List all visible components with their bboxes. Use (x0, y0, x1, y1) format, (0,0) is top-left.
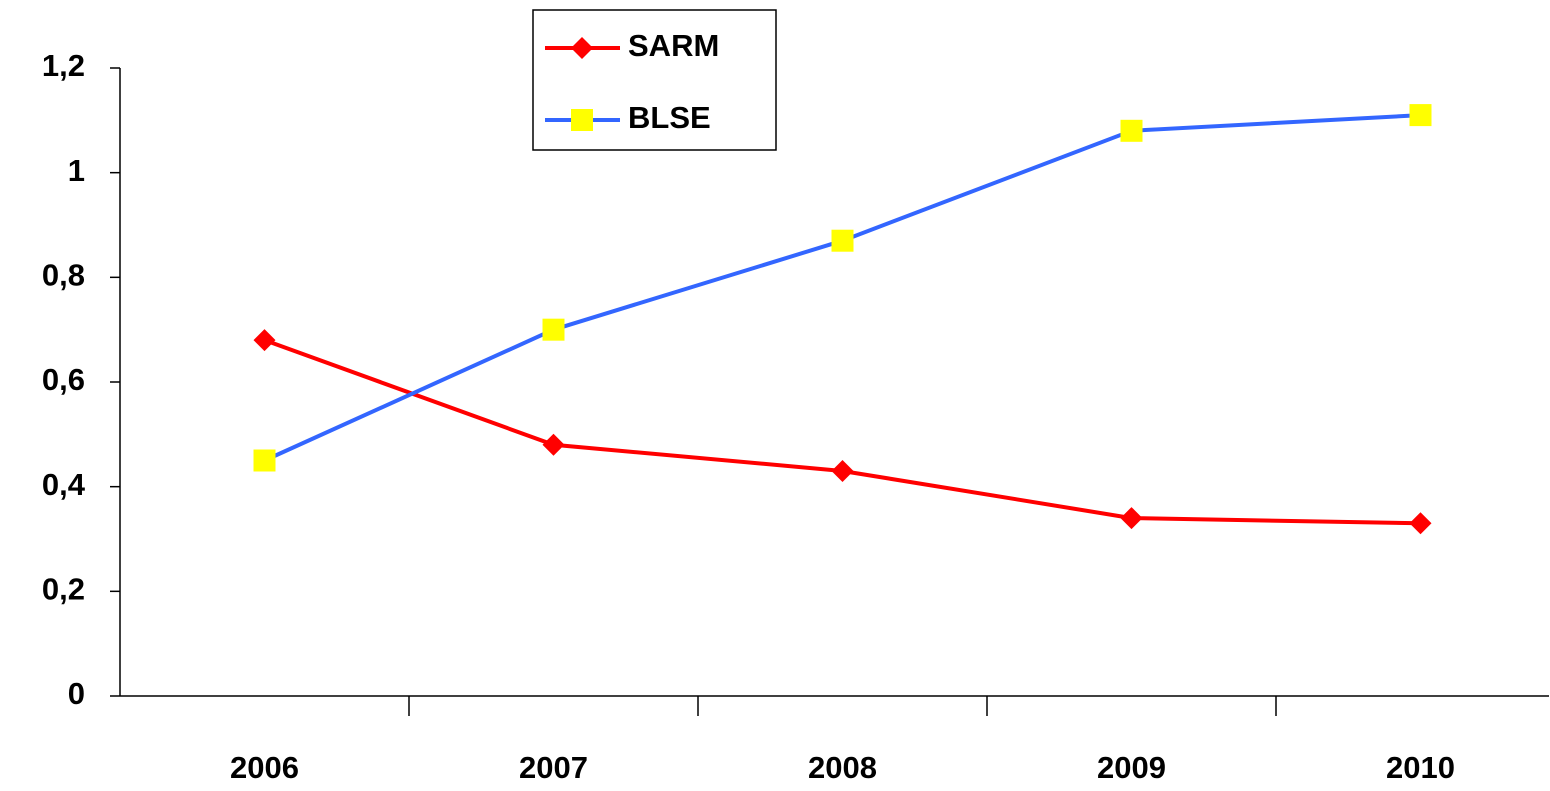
x-tick-label: 2008 (808, 750, 877, 785)
data-point (542, 318, 565, 341)
legend-marker (571, 109, 593, 131)
x-tick-label: 2009 (1097, 750, 1166, 785)
x-tick-label: 2006 (230, 750, 299, 785)
data-point (253, 329, 276, 352)
series-line (263, 338, 1421, 526)
y-tick-label: 0,6 (42, 362, 85, 397)
x-tick-label: 2007 (519, 750, 588, 785)
legend-label: SARM (628, 28, 719, 63)
y-tick-label: 0,2 (42, 572, 85, 607)
legend-marker (571, 37, 593, 59)
data-point (831, 229, 854, 252)
data-point (542, 433, 565, 456)
data-point (1120, 119, 1143, 142)
data-point (1409, 104, 1432, 127)
data-point (831, 459, 854, 482)
y-tick-label: 0 (68, 676, 85, 711)
data-point (253, 449, 276, 472)
y-tick-label: 0,4 (42, 467, 86, 502)
series-line (263, 113, 1421, 463)
data-point (1409, 512, 1432, 535)
y-tick-label: 0,8 (42, 258, 85, 293)
data-point (1120, 507, 1143, 530)
legend-label: BLSE (628, 100, 711, 135)
y-tick-label: 1 (68, 153, 85, 188)
x-tick-label: 2010 (1386, 750, 1455, 785)
y-tick-label: 1,2 (42, 48, 85, 83)
